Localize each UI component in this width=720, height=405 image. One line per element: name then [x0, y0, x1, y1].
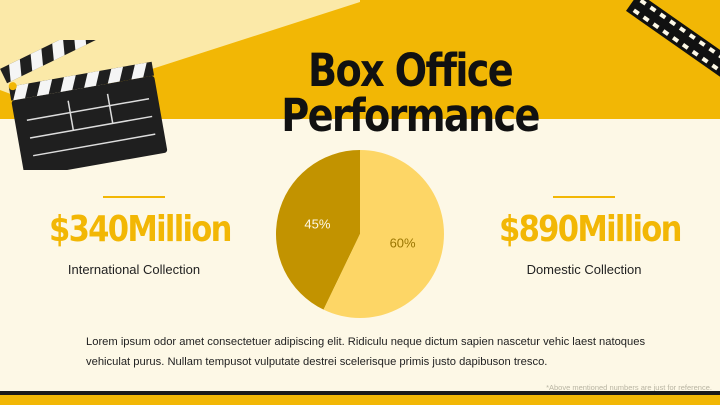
stat-value: $890Million [499, 209, 682, 250]
stat-value: $340Million [49, 209, 232, 250]
stat-divider [103, 196, 165, 198]
pie-chart: 45% 60% [276, 150, 444, 318]
bottom-band [0, 395, 720, 405]
pie-slice [323, 150, 444, 318]
stat-divider [553, 196, 615, 198]
stat-label: Domestic Collection [526, 262, 642, 277]
page-title: Box Office Performance [281, 44, 540, 142]
body-paragraph: Lorem ipsum odor amet consectetuer adipi… [86, 336, 646, 368]
pie-slice-label: 45% [304, 216, 330, 231]
footnote: *Above mentioned numbers are just for re… [546, 383, 712, 392]
bottom-bar [0, 391, 720, 395]
stat-label: International Collection [67, 262, 201, 277]
stat-domestic: $890Million Domestic Collection [484, 196, 684, 277]
clapperboard-icon [0, 40, 168, 170]
stat-international: $340Million International Collection [34, 196, 234, 277]
pie-slice-label: 60% [390, 236, 416, 251]
pie-slice [276, 150, 360, 310]
film-strip-icon [626, 0, 720, 80]
